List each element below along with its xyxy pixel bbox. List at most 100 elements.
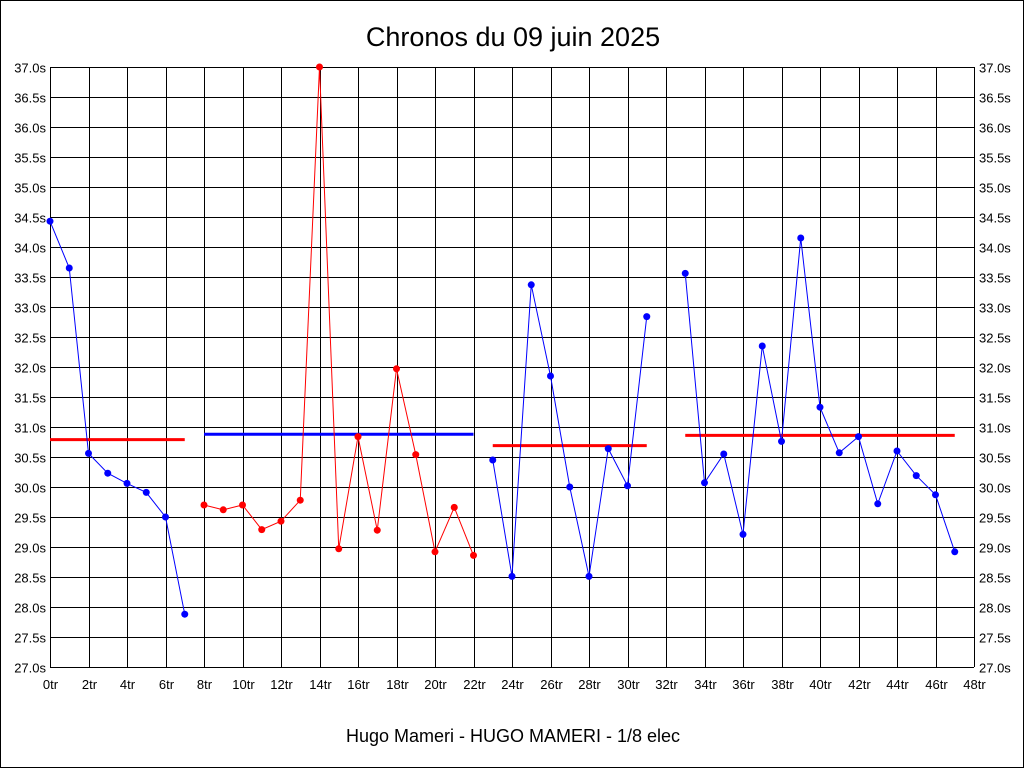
- x-tick-label: 28tr: [578, 677, 601, 692]
- y-tick-label-right: 37.0s: [979, 61, 1011, 76]
- y-tick-label-right: 36.5s: [979, 91, 1011, 106]
- x-tick-label: 18tr: [386, 677, 409, 692]
- x-tick-label: 30tr: [617, 677, 640, 692]
- series-group: [489, 281, 651, 580]
- x-tick-label: 6tr: [159, 677, 175, 692]
- y-tick-label-left: 36.5s: [14, 91, 46, 106]
- y-tick-label-right: 33.0s: [979, 301, 1011, 316]
- y-tick-label-left: 35.0s: [14, 181, 46, 196]
- data-point: [585, 572, 593, 580]
- series-line: [203, 66, 474, 556]
- data-point: [912, 472, 920, 480]
- x-tick-label: 4tr: [120, 677, 136, 692]
- grid: [50, 67, 975, 668]
- data-point: [932, 491, 939, 499]
- data-point: [739, 530, 747, 538]
- x-tick-label: 42tr: [848, 677, 871, 692]
- y-tick-label-right: 35.0s: [979, 181, 1011, 196]
- data-point: [450, 503, 458, 511]
- data-point: [354, 433, 362, 441]
- y-tick-label-right: 32.0s: [979, 361, 1011, 376]
- data-point: [624, 482, 631, 490]
- y-tick-label-left: 32.5s: [14, 331, 46, 346]
- average-lines: [50, 432, 955, 448]
- series-layer: [46, 63, 959, 618]
- y-tick-label-left: 31.5s: [14, 391, 46, 406]
- data-point: [604, 445, 612, 453]
- data-point: [855, 433, 862, 441]
- data-point: [296, 496, 304, 504]
- y-tick-label-right: 32.5s: [979, 331, 1011, 346]
- x-tick-label: 2tr: [82, 677, 98, 692]
- x-tick-label: 38tr: [771, 677, 794, 692]
- x-tick-label: 20tr: [424, 677, 447, 692]
- data-point: [893, 447, 901, 455]
- x-tick-label: 8tr: [197, 677, 213, 692]
- x-tick-label: 0tr: [43, 677, 59, 692]
- data-point: [681, 269, 689, 277]
- data-point: [527, 281, 535, 289]
- data-point: [547, 372, 554, 380]
- x-tick-label: 26tr: [540, 677, 563, 692]
- y-tick-label-left: 35.5s: [14, 151, 46, 166]
- y-tick-label-left: 29.5s: [14, 511, 46, 526]
- data-point: [431, 548, 439, 556]
- data-point: [65, 264, 73, 272]
- data-point: [335, 545, 343, 553]
- data-point: [874, 500, 882, 508]
- data-point: [162, 513, 169, 521]
- x-tick-label: 34tr: [694, 677, 717, 692]
- y-tick-label-right: 28.0s: [979, 601, 1011, 616]
- y-tick-label-right: 33.5s: [979, 271, 1011, 286]
- y-tick-label-left: 31.0s: [14, 421, 46, 436]
- y-tick-label-left: 33.0s: [14, 301, 46, 316]
- data-point: [797, 234, 805, 242]
- data-point: [393, 365, 400, 373]
- series-group: [681, 234, 959, 556]
- data-point: [239, 501, 246, 509]
- data-point: [412, 451, 420, 459]
- series-group: [46, 217, 189, 618]
- y-tick-label-left: 27.5s: [14, 631, 46, 646]
- y-tick-label-left: 34.5s: [14, 211, 46, 226]
- y-tick-label-right: 31.5s: [979, 391, 1011, 406]
- x-tick-label: 32tr: [655, 677, 678, 692]
- x-tick-label: 16tr: [347, 677, 370, 692]
- data-point: [123, 479, 131, 487]
- y-tick-label-left: 34.0s: [14, 241, 46, 256]
- data-point: [508, 572, 516, 580]
- y-tick-label-left: 37.0s: [14, 61, 46, 76]
- x-tick-label: 24tr: [501, 677, 524, 692]
- data-point: [758, 342, 766, 350]
- chart-title: Chronos du 09 juin 2025: [366, 22, 660, 52]
- x-tick-label: 46tr: [925, 677, 948, 692]
- y-tick-label-right: 27.0s: [979, 661, 1011, 676]
- data-point: [200, 501, 208, 509]
- y-tick-label-left: 29.0s: [14, 541, 46, 556]
- x-axis-labels: 0tr 2tr 4tr 6tr 8tr 10tr 12tr 14tr 16tr 18tr 20tr 2…: [43, 677, 986, 692]
- y-tick-label-right: 36.0s: [979, 121, 1011, 136]
- y-tick-label-right: 35.5s: [979, 151, 1011, 166]
- data-point: [46, 217, 54, 225]
- x-tick-label: 40tr: [809, 677, 832, 692]
- x-tick-label: 44tr: [886, 677, 909, 692]
- y-tick-label-right: 30.0s: [979, 481, 1011, 496]
- y-tick-label-left: 36.0s: [14, 121, 46, 136]
- data-point: [142, 488, 150, 496]
- y-tick-label-right: 27.5s: [979, 631, 1011, 646]
- y-axis-right-labels: 27.0s 27.5s 28.0s 28.5s 29.0s 29.5s 30.0s 30.5s…: [979, 61, 1011, 676]
- data-point: [316, 63, 323, 71]
- y-tick-label-right: 29.0s: [979, 541, 1011, 556]
- data-point: [470, 551, 477, 559]
- data-point: [104, 469, 112, 477]
- chart-subtitle: Hugo Mameri - HUGO MAMERI - 1/8 elec: [346, 726, 680, 746]
- y-tick-label-right: 28.5s: [979, 571, 1011, 586]
- y-tick-label-left: 30.0s: [14, 481, 46, 496]
- y-tick-label-right: 34.5s: [979, 211, 1011, 226]
- y-tick-label-left: 32.0s: [14, 361, 46, 376]
- x-tick-label: 36tr: [732, 677, 755, 692]
- y-tick-label-right: 30.5s: [979, 451, 1011, 466]
- data-point: [373, 526, 381, 534]
